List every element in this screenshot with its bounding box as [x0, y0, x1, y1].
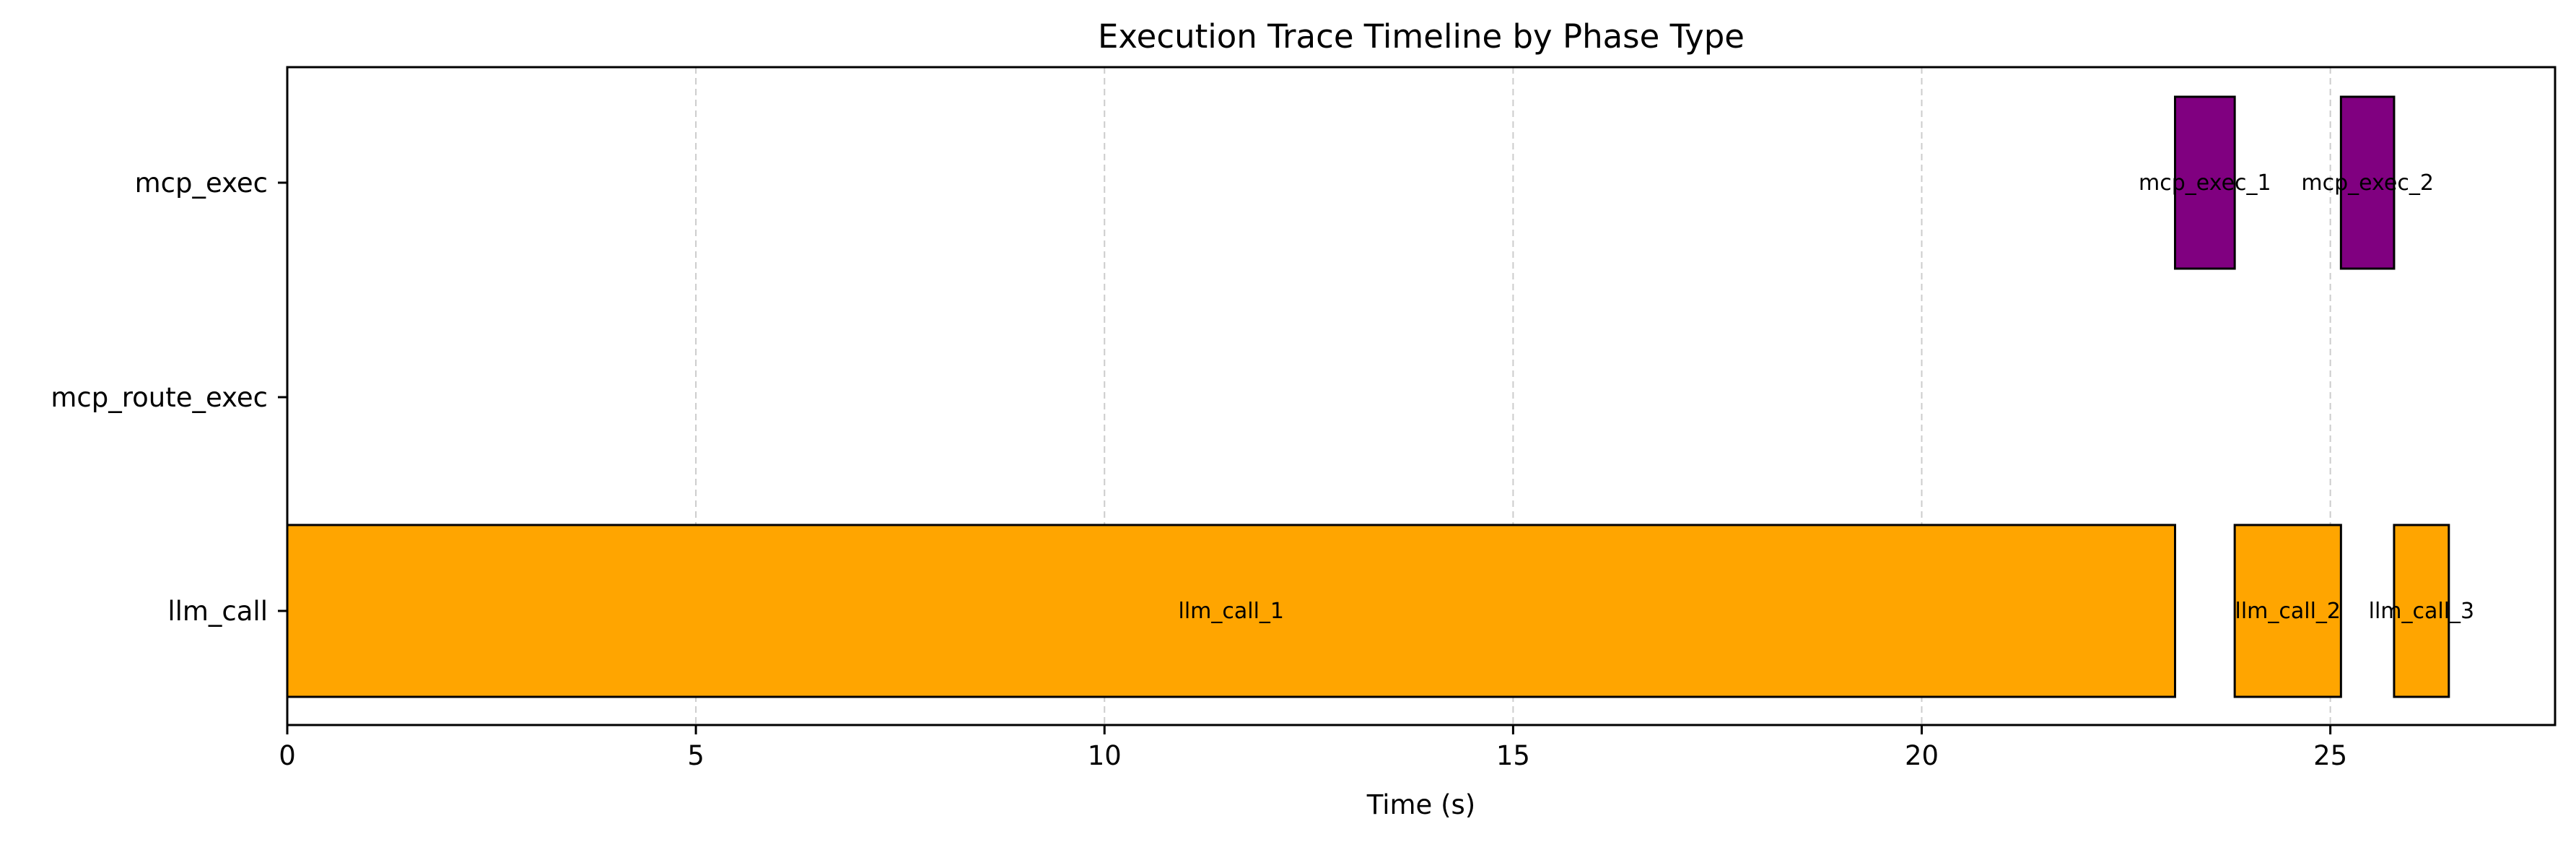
x-axis-label: Time (s) [1366, 789, 1475, 820]
x-tick-label: 15 [1496, 740, 1530, 771]
x-ticks: 0 5 10 15 20 25 [279, 725, 2347, 771]
y-tick-label-llm_call: llm_call [167, 596, 268, 627]
bar-label-mcp_exec_1: mcp_exec_1 [2139, 170, 2271, 196]
bar-label-llm_call_3: llm_call_3 [2369, 599, 2475, 624]
x-tick-label: 5 [687, 740, 704, 771]
bar-llm_call_1 [286, 524, 2177, 698]
x-tick-label: 10 [1088, 740, 1122, 771]
bar-label-mcp_exec_2: mcp_exec_2 [2301, 170, 2434, 196]
y-tick-label-mcp_exec: mcp_exec [135, 168, 268, 199]
bars: llm_call_1 llm_call_2 llm_call_3 mcp_exec_1… [286, 95, 2475, 698]
y-ticks: mcp_exec mcp_route_exec llm_call [51, 168, 287, 627]
bar-llm_call_2 [2233, 524, 2342, 698]
bar-llm_call_3 [2393, 524, 2450, 698]
bar-mcp_exec_1 [2174, 95, 2236, 270]
x-tick-label: 0 [279, 740, 296, 771]
bar-mcp_exec_2 [2339, 95, 2396, 270]
x-tick-label: 20 [1905, 740, 1939, 771]
chart-title: Execution Trace Timeline by Phase Type [1098, 17, 1745, 56]
bar-label-llm_call_1: llm_call_1 [1178, 599, 1284, 624]
x-tick-label: 25 [2313, 740, 2347, 771]
y-tick-label-mcp_route_exec: mcp_route_exec [51, 382, 268, 413]
bar-label-llm_call_2: llm_call_2 [2235, 599, 2341, 624]
